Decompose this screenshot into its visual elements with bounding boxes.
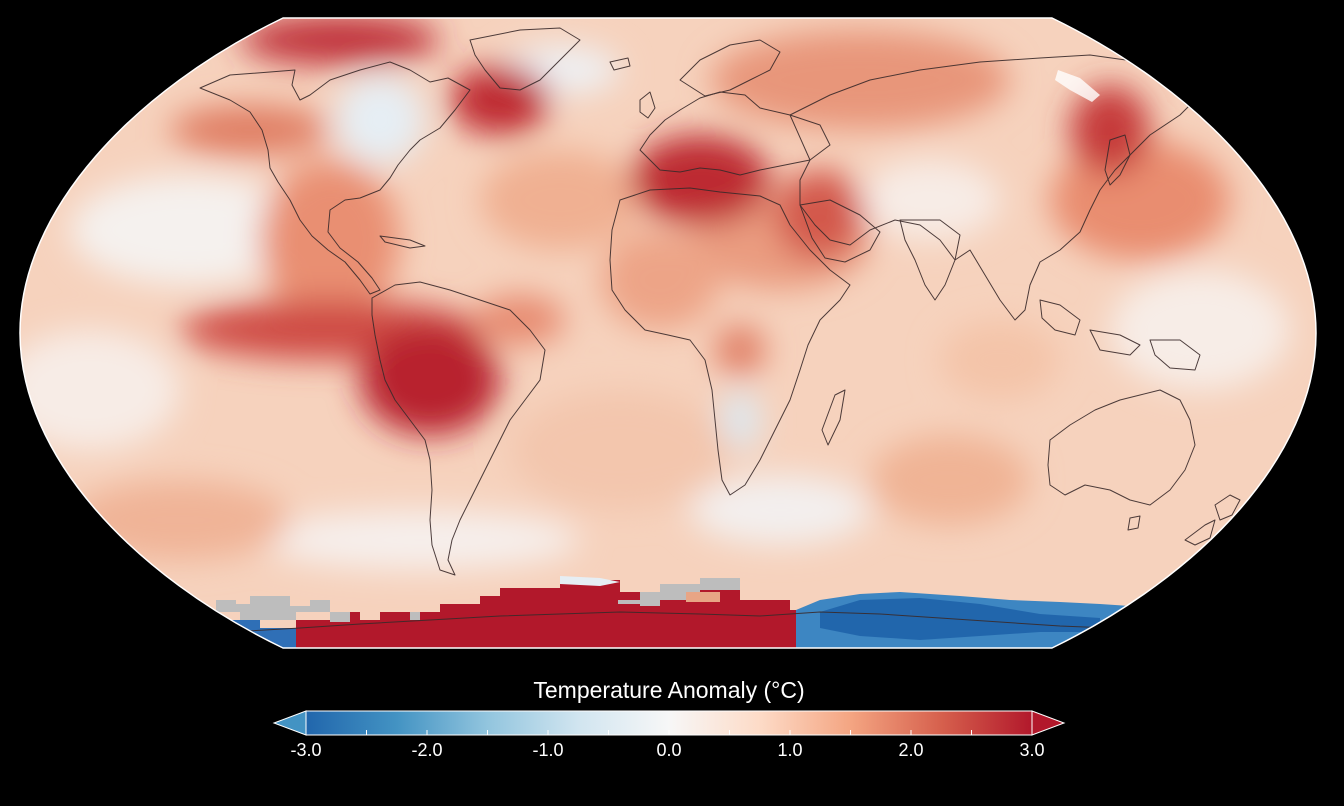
anomaly-field bbox=[20, 18, 1316, 648]
colorbar bbox=[272, 710, 1066, 736]
tick-label: 1.0 bbox=[777, 740, 803, 760]
coastlines bbox=[199, 27, 1241, 633]
globe-outline bbox=[19, 17, 1317, 649]
tick-label: 0.0 bbox=[656, 740, 682, 760]
tick-label: 2.0 bbox=[898, 740, 924, 760]
colorbar-extend-min bbox=[272, 710, 307, 736]
legend-title: Temperature Anomaly (°C) bbox=[533, 677, 805, 703]
colorbar-extend-max bbox=[1031, 710, 1066, 736]
tick-label: -1.0 bbox=[532, 740, 564, 760]
tick-label: -2.0 bbox=[411, 740, 443, 760]
tick-label: -3.0 bbox=[290, 740, 322, 760]
tick-label: 3.0 bbox=[1019, 740, 1045, 760]
